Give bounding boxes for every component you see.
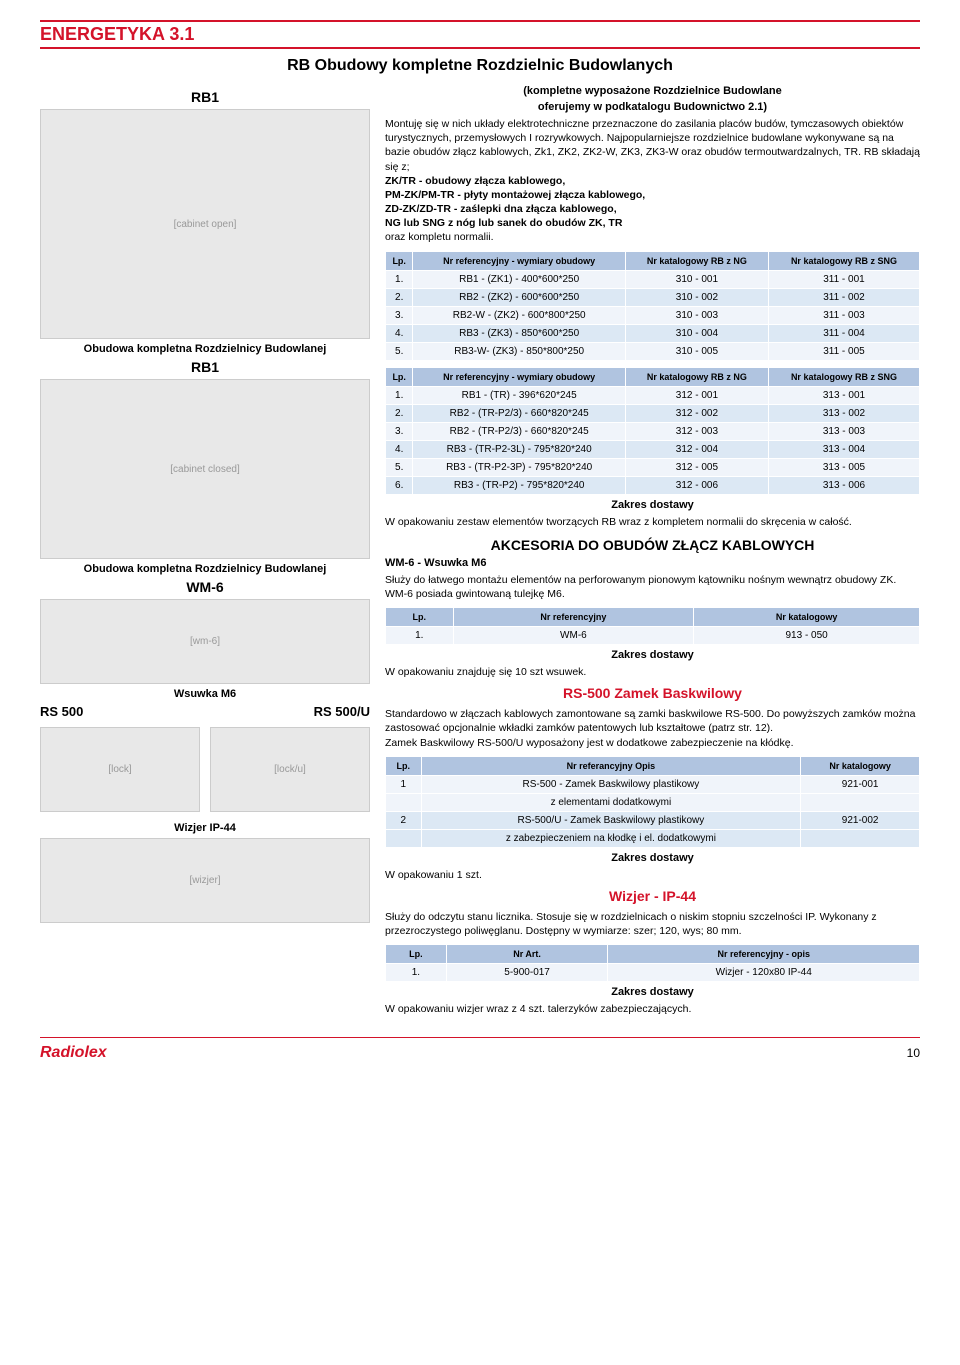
rs-zd: W opakowaniu 1 szt.	[385, 868, 920, 882]
wiz-table: Lp.Nr Art.Nr referencyjny - opis 1.5-900…	[385, 944, 920, 982]
intro-sub2: oferujemy w podkatalogu Budownictwo 2.1)	[385, 101, 920, 113]
rs-table: Lp.Nr referancyjny OpisNr katalogowy 1RS…	[385, 756, 920, 848]
wm6-label: WM-6	[40, 579, 370, 595]
zd-label-4: Zakres dostawy	[385, 986, 920, 998]
wm6-caption: Wsuwka M6	[40, 688, 370, 700]
wizjer-label: Wizjer IP-44	[40, 822, 370, 834]
accessories-title: AKCESORIA DO OBUDÓW ZŁĄCZ KABLOWYCH	[385, 537, 920, 553]
rs500u-label: RS 500/U	[130, 704, 370, 719]
wizjer-image: [wizjer]	[40, 838, 370, 923]
rs-heading: RS-500 Zamek Baskwilowy	[385, 685, 920, 701]
page-header: ENERGETYKA 3.1	[40, 20, 920, 49]
caption-1: Obudowa kompletna Rozdzielnicy Budowlane…	[40, 343, 370, 355]
wiz-zd: W opakowaniu wizjer wraz z 4 szt. talerz…	[385, 1002, 920, 1016]
rs-desc: Standardowo w złączach kablowych zamonto…	[385, 707, 920, 750]
footer: Radiolex 10	[40, 1037, 920, 1062]
left-column: RB1 [cabinet open] Obudowa kompletna Roz…	[40, 85, 370, 1022]
rs500-image: [lock]	[40, 727, 200, 812]
rs500-label: RS 500	[40, 704, 120, 719]
zd-label-2: Zakres dostawy	[385, 649, 920, 661]
wm6-table: Lp.Nr referencyjnyNr katalogowy 1.WM-691…	[385, 607, 920, 645]
caption-2: Obudowa kompletna Rozdzielnicy Budowlane…	[40, 563, 370, 575]
rs500u-image: [lock/u]	[210, 727, 370, 812]
table-2: Lp.Nr referencyjny - wymiary obudowyNr k…	[385, 367, 920, 495]
wm6-zd: W opakowaniu znajduję się 10 szt wsuwek.	[385, 665, 920, 679]
rb1-label-1: RB1	[40, 89, 370, 105]
rb1-label-2: RB1	[40, 359, 370, 375]
right-column: (kompletne wyposażone Rozdzielnice Budow…	[385, 85, 920, 1022]
intro-desc: Montuję się w nich układy elektrotechnic…	[385, 117, 920, 245]
wiz-heading: Wizjer - IP-44	[385, 888, 920, 904]
intro-sub1: (kompletne wyposażone Rozdzielnice Budow…	[385, 85, 920, 97]
wiz-desc: Służy do odczytu stanu licznika. Stosuje…	[385, 910, 920, 938]
zd-text-1: W opakowaniu zestaw elementów tworzących…	[385, 515, 920, 529]
rb1-image-1: [cabinet open]	[40, 109, 370, 339]
rb1-image-2: [cabinet closed]	[40, 379, 370, 559]
zd-label-3: Zakres dostawy	[385, 852, 920, 864]
page-number: 10	[907, 1046, 920, 1060]
wm6-image: [wm-6]	[40, 599, 370, 684]
logo: Radiolex	[40, 1044, 107, 1062]
main-title: RB Obudowy kompletne Rozdzielnic Budowla…	[40, 57, 920, 75]
wm6-desc: Służy do łatwego montażu elementów na pe…	[385, 573, 920, 601]
table-1: Lp.Nr referencyjny - wymiary obudowyNr k…	[385, 251, 920, 361]
zd-label-1: Zakres dostawy	[385, 499, 920, 511]
wm6-heading: WM-6 - Wsuwka M6	[385, 557, 920, 569]
